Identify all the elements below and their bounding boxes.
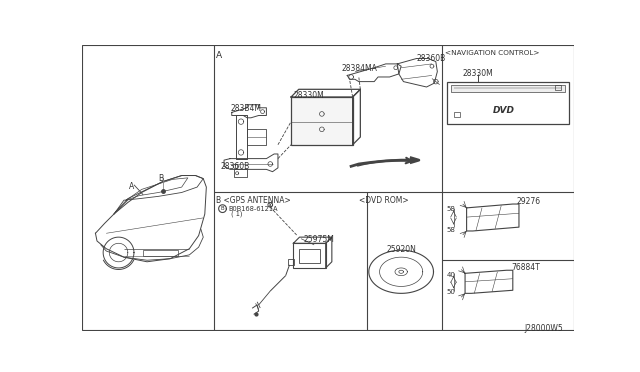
Text: 58: 58: [447, 227, 456, 233]
Text: 76884T: 76884T: [511, 263, 540, 272]
Text: 25975M: 25975M: [303, 235, 334, 244]
Text: 29276: 29276: [516, 197, 541, 206]
Text: 25920N: 25920N: [386, 245, 416, 254]
Text: <DVD ROM>: <DVD ROM>: [360, 196, 409, 205]
Text: 28330M: 28330M: [463, 69, 493, 78]
Text: 283B4M: 283B4M: [230, 104, 261, 113]
Text: 28384MA: 28384MA: [342, 64, 378, 73]
Bar: [291, 97, 353, 145]
Bar: [451, 85, 565, 92]
Text: ( 1): ( 1): [231, 211, 243, 218]
Text: DVD: DVD: [493, 106, 515, 115]
Text: 28360B: 28360B: [417, 54, 446, 63]
Text: A: A: [129, 182, 134, 191]
Text: 40: 40: [447, 272, 456, 278]
Text: B: B: [159, 174, 164, 183]
Text: 28360B: 28360B: [220, 162, 250, 171]
Text: 58: 58: [447, 206, 456, 212]
Text: A: A: [216, 51, 223, 60]
Bar: [454, 112, 460, 117]
Bar: [447, 81, 569, 124]
Text: 28330M: 28330M: [293, 91, 324, 100]
Bar: [299, 249, 320, 263]
Text: 50: 50: [447, 289, 456, 295]
Bar: [288, 259, 294, 265]
Bar: [143, 250, 178, 256]
Text: B: B: [221, 206, 225, 211]
Text: B <GPS ANTENNA>: B <GPS ANTENNA>: [216, 196, 291, 205]
Text: B0B168-6121A: B0B168-6121A: [228, 206, 278, 212]
Bar: [555, 86, 561, 90]
Text: J28000W5: J28000W5: [524, 324, 563, 333]
Bar: [293, 243, 326, 268]
Text: <NAVIGATION CONTROL>: <NAVIGATION CONTROL>: [445, 50, 540, 56]
